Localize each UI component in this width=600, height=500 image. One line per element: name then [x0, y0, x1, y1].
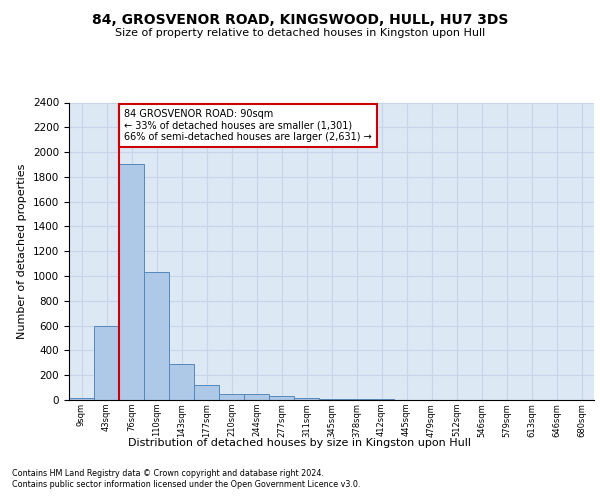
Bar [194, 385, 219, 400]
Y-axis label: Number of detached properties: Number of detached properties [17, 164, 28, 339]
Bar [119, 164, 144, 400]
Text: 84 GROSVENOR ROAD: 90sqm
← 33% of detached houses are smaller (1,301)
66% of sem: 84 GROSVENOR ROAD: 90sqm ← 33% of detach… [124, 108, 372, 142]
Bar [269, 396, 294, 400]
Text: Contains HM Land Registry data © Crown copyright and database right 2024.: Contains HM Land Registry data © Crown c… [12, 469, 324, 478]
Bar [294, 398, 319, 400]
Bar [69, 398, 94, 400]
Text: Contains public sector information licensed under the Open Government Licence v3: Contains public sector information licen… [12, 480, 361, 489]
Bar [144, 272, 169, 400]
Bar [169, 364, 194, 400]
Bar [219, 394, 244, 400]
Text: Distribution of detached houses by size in Kingston upon Hull: Distribution of detached houses by size … [128, 438, 472, 448]
Text: Size of property relative to detached houses in Kingston upon Hull: Size of property relative to detached ho… [115, 28, 485, 38]
Text: 84, GROSVENOR ROAD, KINGSWOOD, HULL, HU7 3DS: 84, GROSVENOR ROAD, KINGSWOOD, HULL, HU7… [92, 12, 508, 26]
Bar [244, 394, 269, 400]
Bar [94, 326, 119, 400]
